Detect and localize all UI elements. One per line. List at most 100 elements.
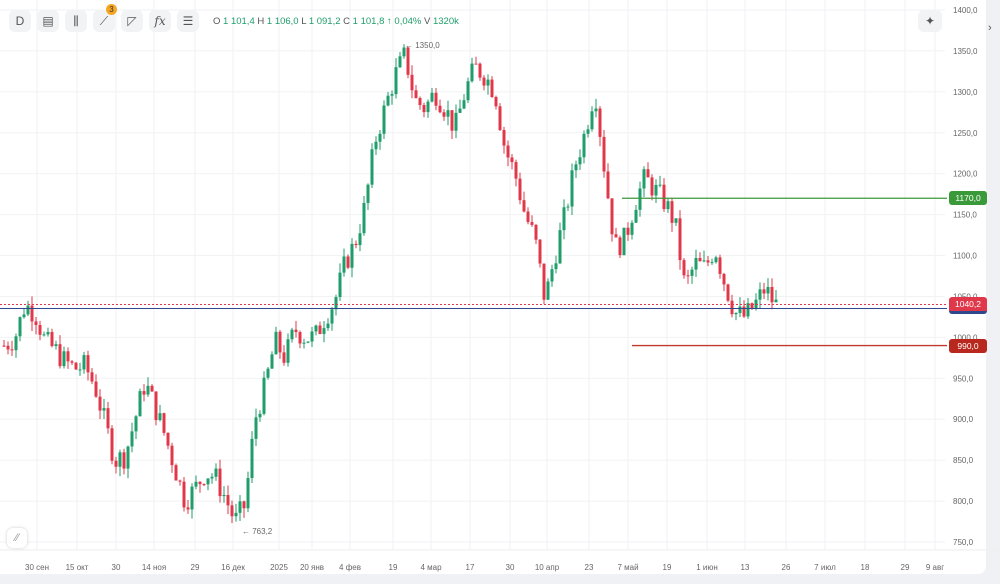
high-value: 1 106,0 — [266, 15, 299, 27]
candle-body — [434, 92, 438, 106]
x-tick-label: 20 янв — [300, 563, 324, 572]
candle-body — [706, 260, 710, 263]
candle-body — [602, 136, 606, 172]
y-tick-label: 950,0 — [953, 374, 974, 383]
candle-body — [662, 184, 666, 210]
candle-body — [306, 341, 310, 343]
candle-body — [746, 303, 750, 317]
interval-button[interactable]: D — [9, 10, 31, 32]
candle-body — [494, 97, 498, 107]
x-tick-label: 30 — [112, 563, 121, 572]
candle-body — [270, 354, 274, 369]
x-tick-label: 17 — [466, 563, 475, 572]
candle-body — [78, 369, 82, 371]
x-tick-label: 7 июл — [814, 563, 836, 572]
candle-body — [538, 239, 542, 264]
candle-body — [454, 112, 458, 131]
candle-body — [386, 95, 390, 106]
candle-body — [250, 438, 254, 479]
x-tick-label: 2025 — [270, 563, 288, 572]
x-tick-label: 30 — [506, 563, 515, 572]
candle-body — [690, 269, 694, 276]
candle-body — [142, 391, 146, 395]
candle-body — [770, 287, 774, 303]
x-tick-label: 1 июн — [696, 563, 718, 572]
candle-body — [118, 452, 122, 467]
candle-body — [678, 218, 682, 261]
candle-body — [190, 486, 194, 510]
candle-body — [406, 47, 410, 75]
candle-body — [122, 452, 126, 469]
x-tick-label: 16 дек — [221, 563, 245, 572]
candle-body — [550, 269, 554, 282]
candle-body — [62, 351, 66, 367]
chart-template-icon[interactable]: ▤ — [37, 10, 59, 32]
candle-body — [314, 325, 318, 332]
candle-body — [130, 431, 134, 447]
candle-body — [506, 145, 510, 158]
candle-body — [522, 200, 526, 212]
candle-body — [638, 188, 642, 210]
candle-body — [90, 372, 94, 382]
candle-body — [22, 314, 26, 318]
candle-body — [254, 417, 258, 439]
candle-body — [102, 408, 106, 411]
candle-body — [70, 361, 74, 363]
drawings-count-badge: 3 — [106, 4, 117, 15]
candle-body — [426, 101, 430, 113]
candle-body — [438, 105, 442, 113]
x-tick-label: 15 окт — [66, 563, 89, 572]
candle-body — [374, 141, 378, 150]
candle-body — [110, 428, 114, 461]
red-level-label: 990,0 — [949, 339, 987, 353]
candle-body — [658, 184, 662, 186]
candle-body — [586, 129, 590, 134]
candle-body — [238, 501, 242, 513]
candle-body — [346, 256, 350, 268]
x-tick-label: 26 — [782, 563, 791, 572]
candle-body — [210, 476, 214, 479]
candle-body — [526, 211, 530, 223]
x-tick-label: 29 — [191, 563, 200, 572]
candle-body — [98, 396, 102, 411]
ruler-icon[interactable]: ⁄⁄ — [7, 528, 27, 548]
candle-body — [578, 157, 582, 165]
ai-sparkle-button[interactable]: ✦ — [918, 10, 942, 32]
candle-body — [6, 345, 10, 350]
candle-body — [542, 263, 546, 300]
candle-body — [330, 309, 334, 324]
candle-body — [774, 299, 778, 303]
x-tick-label: 4 фев — [339, 563, 361, 572]
candle-body — [482, 77, 486, 86]
candle-body — [486, 79, 490, 86]
current-price-label: 1040,2 — [949, 297, 987, 314]
x-tick-label: 30 сен — [25, 563, 49, 572]
x-tick-label: 9 авг — [926, 563, 944, 572]
pencil-icon[interactable]: ◸ — [121, 10, 143, 32]
x-tick-label: 14 ноя — [142, 563, 166, 572]
candle-body — [94, 381, 98, 397]
indicators-button[interactable]: fx — [149, 10, 171, 32]
candles-icon[interactable]: ⫼ — [65, 10, 87, 32]
o-label: O — [213, 15, 221, 27]
y-tick-label: 800,0 — [953, 497, 974, 506]
candle-body — [286, 339, 290, 363]
x-tick-label: 10 апр — [535, 563, 560, 572]
candle-body — [622, 227, 626, 256]
candle-body — [654, 184, 658, 196]
candle-body — [290, 329, 294, 340]
candle-body — [214, 468, 218, 477]
candle-body — [334, 297, 338, 310]
settings-sliders-icon[interactable]: ☰ — [177, 10, 199, 32]
candle-body — [402, 47, 406, 57]
candle-body — [82, 355, 86, 370]
drawing-tools-icon[interactable]: ⟋ 3 — [93, 4, 117, 32]
candle-body — [558, 230, 562, 264]
candle-body — [738, 306, 742, 313]
x-tick-label: 18 — [861, 563, 870, 572]
candle-body — [326, 323, 330, 329]
candle-body — [350, 243, 354, 268]
candle-body — [686, 275, 690, 277]
chevron-right-icon[interactable]: › — [988, 22, 992, 34]
